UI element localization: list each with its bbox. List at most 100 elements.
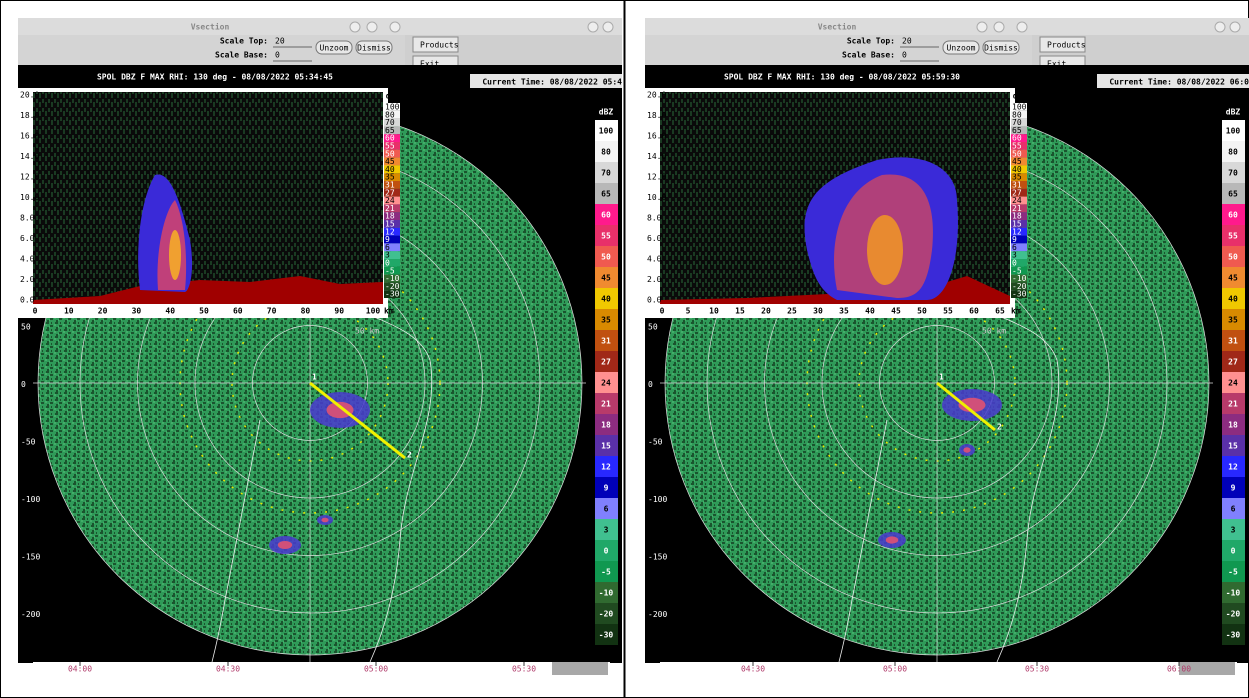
- button-label[interactable]: Products: [420, 41, 459, 50]
- window-control[interactable]: [993, 21, 1005, 33]
- colorbar-swatch: [1222, 477, 1245, 498]
- colorbar-swatch: [1222, 183, 1245, 204]
- button[interactable]: [1039, 36, 1086, 53]
- inset-colorbar-label: 3: [385, 251, 390, 260]
- colorbar-label: -20: [599, 610, 614, 619]
- colorbar-swatch: [1222, 624, 1245, 645]
- inset-colorbar-label: 24: [1012, 196, 1022, 205]
- inset-x-label: 50: [917, 307, 927, 316]
- inset-x-label: 60: [233, 307, 243, 316]
- inset-y-label: 6.0: [20, 234, 35, 243]
- window-control[interactable]: [976, 21, 988, 33]
- inset-x-unit: km: [1011, 307, 1021, 316]
- colorbar-label: 65: [1228, 190, 1238, 199]
- window-title: Vsection: [818, 22, 857, 32]
- window-control[interactable]: [349, 21, 361, 33]
- display-header: SPOL DBZ F MAX RHI: 130 deg - 08/08/2022…: [724, 73, 960, 82]
- inset-colorbar-swatch: [1011, 188, 1027, 197]
- colorbar-swatch: [1222, 414, 1245, 435]
- button[interactable]: [982, 40, 1020, 55]
- ppi-y-label: -100: [21, 495, 40, 504]
- inset-colorbar-label: 27: [1012, 188, 1022, 197]
- scale-top-value: 20: [275, 37, 285, 46]
- inset-colorbar-label: 0: [1012, 259, 1017, 268]
- inset-y-label: 2.0: [20, 275, 35, 284]
- window-control[interactable]: [389, 21, 401, 33]
- colorbar-label: -20: [1226, 610, 1241, 619]
- timeline-label[interactable]: 05:00: [883, 665, 907, 674]
- button-label[interactable]: Exit: [1047, 60, 1066, 69]
- colorbar-label: -10: [1226, 589, 1241, 598]
- colorbar-label: 12: [1228, 463, 1238, 472]
- inset-colorbar-swatch: [384, 274, 400, 283]
- button-label[interactable]: Products: [1047, 41, 1086, 50]
- window-control[interactable]: [1016, 21, 1028, 33]
- colorbar-label: 21: [1228, 400, 1238, 409]
- inset-y-label: 12.0: [20, 173, 39, 182]
- button[interactable]: [942, 40, 980, 55]
- button-label[interactable]: Dismiss: [357, 44, 391, 53]
- colorbar-swatch: [1222, 162, 1245, 183]
- window-control[interactable]: [1214, 21, 1226, 33]
- colorbar-swatch: [1222, 351, 1245, 372]
- rhi-marker: 2: [407, 451, 412, 460]
- inset-colorbar-swatch: [1011, 243, 1027, 252]
- inset-colorbar-label: 100: [385, 103, 400, 112]
- colorbar-label: 80: [1228, 148, 1238, 157]
- window-control[interactable]: [366, 21, 378, 33]
- colorbar-label: 27: [601, 358, 611, 367]
- inset-y-label: 8.0: [647, 214, 662, 223]
- colorbar-label: 12: [601, 463, 611, 472]
- timeline-label[interactable]: 04:30: [216, 665, 240, 674]
- colorbar-swatch: [595, 498, 618, 519]
- button-label[interactable]: Unzoom: [947, 44, 976, 53]
- button[interactable]: [412, 36, 459, 53]
- button-label[interactable]: Dismiss: [984, 44, 1018, 53]
- button[interactable]: [355, 40, 393, 55]
- window-title: Vsection: [191, 22, 230, 32]
- timeline-label[interactable]: 04:00: [68, 665, 92, 674]
- timeline-bar: [33, 662, 610, 676]
- timeline-current: [552, 662, 608, 675]
- timeline-label[interactable]: 05:30: [512, 665, 536, 674]
- range-label: 50 km: [982, 327, 1006, 336]
- scale-top-label: Scale Top:: [220, 37, 268, 46]
- colorbar-swatch: [1222, 141, 1245, 162]
- inset-colorbar-label: -5: [385, 266, 395, 275]
- inset-y-label: 18.0: [647, 111, 666, 120]
- colorbar-label: 6: [1231, 505, 1236, 514]
- inset-colorbar-label: 35: [1012, 173, 1022, 182]
- colorbar-units: dBZ: [599, 108, 614, 117]
- button[interactable]: [315, 40, 353, 55]
- timeline-label[interactable]: 06:00: [1167, 665, 1191, 674]
- colorbar-swatch: [595, 309, 618, 330]
- colorbar-label: 18: [601, 421, 611, 430]
- colorbar-swatch: [595, 330, 618, 351]
- colorbar-label: 18: [1228, 421, 1238, 430]
- inset-x-label: 25: [787, 307, 797, 316]
- colorbar-label: 9: [604, 484, 609, 493]
- scale-top-label: Scale Top:: [847, 37, 895, 46]
- timeline-label[interactable]: 04:30: [741, 665, 765, 674]
- colorbar-swatch: [1222, 372, 1245, 393]
- inset-colorbar-swatch: [1011, 227, 1027, 236]
- timeline-label[interactable]: 05:00: [364, 665, 388, 674]
- ppi-y-label: -200: [21, 610, 40, 619]
- window-control[interactable]: [1229, 21, 1241, 33]
- button-label[interactable]: Unzoom: [320, 44, 349, 53]
- inset-colorbar-label: 3: [1012, 251, 1017, 260]
- window-control[interactable]: [587, 21, 599, 33]
- inset-colorbar-label: -20: [385, 282, 400, 291]
- inset-y-label: 2.0: [647, 275, 662, 284]
- button-label[interactable]: Exit: [420, 60, 439, 69]
- inset-x-label: 15: [735, 307, 745, 316]
- window-control[interactable]: [602, 21, 614, 33]
- inset-colorbar-label: 45: [1012, 157, 1022, 166]
- inset-colorbar-label: 55: [1012, 142, 1022, 151]
- timeline-label[interactable]: 05:30: [1025, 665, 1049, 674]
- inset-x-label: 80: [301, 307, 311, 316]
- inset-y-label: 10.0: [20, 193, 39, 202]
- colorbar-label: 31: [1228, 337, 1238, 346]
